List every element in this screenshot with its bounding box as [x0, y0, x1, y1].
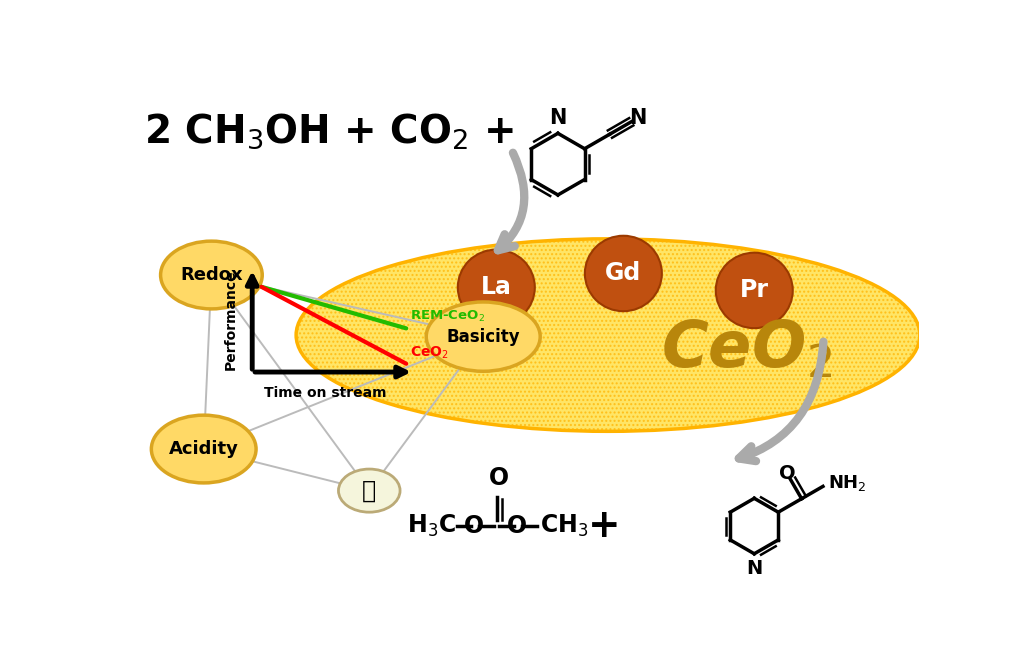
Text: La: La — [481, 275, 512, 299]
Text: 2 CH$_3$OH + CO$_2$ +: 2 CH$_3$OH + CO$_2$ + — [144, 111, 514, 151]
Text: O: O — [507, 514, 527, 538]
Ellipse shape — [161, 241, 262, 309]
Ellipse shape — [339, 469, 400, 512]
Text: Performance: Performance — [223, 269, 238, 370]
Ellipse shape — [426, 302, 541, 371]
Text: CeO$_2$: CeO$_2$ — [410, 344, 449, 361]
Text: Redox: Redox — [180, 266, 243, 284]
Text: +: + — [588, 507, 621, 545]
Text: O: O — [464, 514, 484, 538]
Ellipse shape — [152, 415, 256, 483]
Text: REM-CeO$_2$: REM-CeO$_2$ — [410, 308, 485, 324]
Text: N: N — [746, 559, 763, 578]
Text: N: N — [549, 108, 566, 128]
Text: CH$_3$: CH$_3$ — [541, 513, 589, 539]
Text: Acidity: Acidity — [169, 440, 239, 458]
Ellipse shape — [585, 236, 662, 311]
Text: Pr: Pr — [739, 279, 769, 303]
Text: Time on stream: Time on stream — [264, 386, 386, 400]
Text: N: N — [629, 108, 646, 128]
Text: NH$_2$: NH$_2$ — [828, 473, 867, 493]
Text: O: O — [489, 466, 510, 490]
Text: CeO$_2$: CeO$_2$ — [662, 318, 833, 380]
Ellipse shape — [296, 239, 920, 432]
Text: Gd: Gd — [605, 261, 641, 285]
Text: O: O — [778, 464, 796, 483]
Text: Basicity: Basicity — [446, 328, 520, 346]
Text: 🤝: 🤝 — [362, 479, 377, 502]
Ellipse shape — [716, 253, 793, 328]
Text: H$_3$C: H$_3$C — [407, 513, 456, 539]
Ellipse shape — [458, 250, 535, 325]
